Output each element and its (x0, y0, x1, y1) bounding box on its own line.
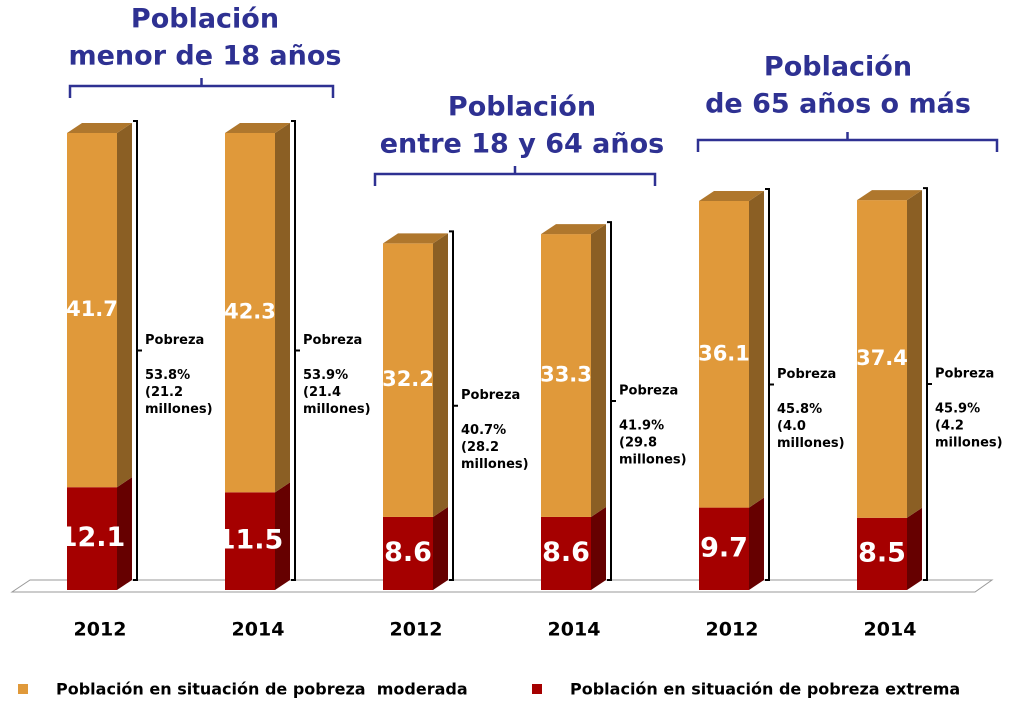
bar-side (433, 506, 448, 590)
bar-top (383, 233, 448, 244)
group-title: Población (448, 92, 596, 123)
bar-segment (699, 507, 749, 590)
value-label: 8.6 (384, 537, 432, 568)
group-title: menor de 18 años (68, 41, 341, 72)
bar-top (857, 190, 922, 201)
annotation: millones) (303, 402, 371, 417)
bar-side (275, 123, 290, 493)
annotation: millones) (935, 436, 1003, 451)
group-brace (696, 132, 999, 152)
value-label: 8.6 (542, 537, 590, 568)
legend-swatch (18, 684, 28, 694)
value-label: 33.3 (540, 363, 592, 387)
floor (10, 579, 994, 593)
annotation: millones) (777, 436, 845, 451)
annotation: (4.0 (777, 419, 806, 434)
value-label: 41.7 (66, 297, 118, 321)
bar-segment (699, 200, 749, 508)
annotation: Pobreza (145, 333, 204, 348)
value-label: 9.7 (700, 532, 748, 563)
bar-top (699, 190, 764, 201)
annotation: Pobreza (461, 388, 520, 403)
bar-top (541, 224, 606, 235)
value-label: 12.1 (59, 522, 126, 553)
bracket (765, 187, 774, 581)
bar-side (117, 477, 132, 590)
bar-side (433, 233, 448, 517)
group-title: entre 18 y 64 años (380, 129, 664, 160)
group-title: de 65 años o más (705, 89, 971, 120)
bar-side (275, 482, 290, 590)
value-label: 42.3 (224, 300, 276, 324)
bar-segment (541, 516, 591, 590)
group-title: Población (131, 4, 279, 35)
annotation: (21.4 (303, 385, 341, 400)
bar-top (225, 123, 290, 133)
bracket (291, 120, 300, 581)
annotation: 45.9% (935, 402, 980, 417)
x-tick-label: 2014 (548, 619, 601, 641)
x-tick-label: 2012 (74, 619, 127, 641)
value-label: 32.2 (382, 367, 434, 391)
bracket (449, 230, 458, 581)
annotation: 40.7% (461, 423, 506, 438)
bar-side (749, 497, 764, 590)
legend-label: Población en situación de pobreza extrem… (570, 680, 960, 699)
x-tick-label: 2012 (706, 619, 759, 641)
legend-swatch (532, 684, 542, 694)
bar-segment (225, 492, 275, 590)
bar-segment (541, 234, 591, 517)
annotation: Pobreza (935, 367, 994, 382)
annotation: (4.2 (935, 419, 964, 434)
bar-side (907, 507, 922, 590)
bar-side (907, 190, 922, 518)
group-title: Población (764, 52, 912, 83)
group-brace (373, 166, 657, 186)
annotation: 53.8% (145, 368, 190, 383)
legend-label: Población en situación de pobreza modera… (56, 680, 468, 699)
bar-side (591, 506, 606, 590)
annotation: (28.2 (461, 440, 499, 455)
bar-segment (383, 516, 433, 590)
annotation: Pobreza (777, 367, 836, 382)
annotation: (21.2 (145, 385, 183, 400)
bar-side (117, 123, 132, 488)
annotation: Pobreza (619, 384, 678, 399)
annotation: Pobreza (303, 333, 362, 348)
bar-top (67, 123, 132, 133)
annotation: millones) (461, 457, 529, 472)
bar-segment (225, 133, 275, 493)
x-tick-label: 2012 (390, 619, 443, 641)
bracket (133, 120, 142, 581)
bar-segment (383, 243, 433, 517)
value-label: 36.1 (698, 341, 750, 365)
group-brace (68, 78, 335, 98)
annotation: 53.9% (303, 368, 348, 383)
annotation: 41.9% (619, 419, 664, 434)
bar-segment (857, 517, 907, 590)
bracket (607, 221, 616, 581)
x-tick-label: 2014 (864, 619, 917, 641)
bar-side (591, 224, 606, 517)
value-label: 8.5 (858, 537, 906, 568)
bracket (923, 187, 932, 581)
x-tick-label: 2014 (232, 619, 285, 641)
bar-segment (67, 133, 117, 488)
annotation: millones) (145, 402, 213, 417)
value-label: 11.5 (217, 525, 284, 556)
annotation: millones) (619, 453, 687, 468)
annotation: (29.8 (619, 436, 657, 451)
bar-segment (857, 200, 907, 518)
bar-side (749, 190, 764, 508)
value-label: 37.4 (856, 346, 908, 370)
annotation: 45.8% (777, 402, 822, 417)
bar-segment (67, 487, 117, 590)
